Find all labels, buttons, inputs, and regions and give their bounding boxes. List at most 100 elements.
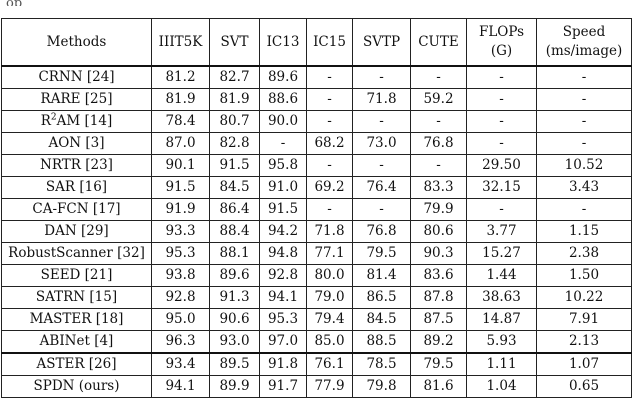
table-row: RobustScanner [32] 95.3 88.1 94.8 77.1 79.5 90… [1, 242, 632, 265]
value-cell: 94.1 [151, 375, 210, 398]
value-cell: 91.9 [151, 198, 210, 221]
value-cell: 89.5 [209, 352, 260, 376]
method-cell: MASTER [18] [1, 308, 152, 331]
method-cell: SEED [21] [1, 264, 152, 287]
value-cell: 87.8 [410, 286, 467, 309]
table-row: ABINet [4] 96.3 93.0 97.0 85.0 88.5 89.2 5.93 2.… [1, 330, 632, 354]
value-cell: 5.93 [466, 330, 537, 354]
column-header-line: Methods [46, 33, 107, 50]
value-cell: 88.6 [259, 88, 307, 111]
value-cell: 88.1 [209, 242, 260, 265]
value-cell: - [466, 88, 537, 111]
method-cell: CA-FCN [17] [1, 198, 152, 221]
value-cell: - [466, 198, 537, 221]
table-row: R2AM [14] 78.4 80.7 90.0- - - - - [1, 110, 632, 133]
value-cell: 83.6 [410, 264, 467, 287]
value-cell: 10.22 [536, 286, 632, 309]
value-cell: 81.9 [209, 88, 260, 111]
value-cell: 86.5 [352, 286, 411, 309]
value-cell: 71.8 [306, 220, 353, 243]
value-cell: - [306, 110, 353, 133]
method-name-superscript: 2 [50, 112, 57, 123]
main-methods-group: CRNN [24] 81.2 82.7 89.6- - - - - RARE [25] 81.9 8… [1, 65, 632, 354]
column-header-line: IC13 [266, 33, 300, 50]
method-cell: RARE [25] [1, 88, 152, 111]
value-cell: 2.38 [536, 242, 632, 265]
value-cell: 79.0 [306, 286, 353, 309]
value-cell: - [352, 110, 411, 133]
value-cell: 92.8 [259, 264, 307, 287]
value-cell: - [410, 110, 467, 133]
column-header: IIIT5K [151, 18, 210, 67]
value-cell: 87.5 [410, 308, 467, 331]
value-cell: - [306, 65, 353, 89]
value-cell: 95.8 [259, 154, 307, 177]
extension-methods-group: ASTER [26] 93.4 89.5 91.8 76.1 78.5 79.5 1.11 1.… [1, 352, 632, 398]
value-cell: 76.8 [410, 132, 467, 155]
value-cell: - [466, 110, 537, 133]
method-name-part: AM [14] [56, 113, 113, 129]
table-row: ASTER [26] 93.4 89.5 91.8 76.1 78.5 79.5 1.11 1.… [1, 352, 632, 376]
value-cell: 89.6 [259, 65, 307, 89]
value-cell: 29.50 [466, 154, 537, 177]
method-cell: SATRN [15] [1, 286, 152, 309]
value-cell: 91.0 [259, 176, 307, 199]
caption-fragment: op [6, 0, 22, 6]
value-cell: 91.8 [259, 352, 307, 376]
results-table: Methods IIIT5K SVT IC13 IC15 SVTP CUTE FLOPs (G)… [1, 18, 632, 398]
value-cell: 79.5 [410, 352, 467, 376]
header-row: Methods IIIT5K SVT IC13 IC15 SVTP CUTE FLOPs (G)… [1, 18, 632, 67]
value-cell: - [306, 88, 353, 111]
column-header-line: FLOPs [478, 24, 525, 40]
value-cell: 77.1 [306, 242, 353, 265]
value-cell: 32.15 [466, 176, 537, 199]
value-cell: 80.7 [209, 110, 260, 133]
method-cell: DAN [29] [1, 220, 152, 243]
table-row: NRTR [23] 90.1 91.5 95.8- - -29.50 10.52 [1, 154, 632, 177]
value-cell: 90.3 [410, 242, 467, 265]
value-cell: 94.8 [259, 242, 307, 265]
value-cell: 81.6 [410, 375, 467, 398]
value-cell: 83.3 [410, 176, 467, 199]
value-cell: 1.44 [466, 264, 537, 287]
value-cell: 59.2 [410, 88, 467, 111]
value-cell: - [536, 88, 632, 111]
value-cell: 97.0 [259, 330, 307, 354]
column-header-line: CUTE [418, 33, 459, 50]
value-cell: 73.0 [352, 132, 411, 155]
value-cell: 82.7 [209, 65, 260, 89]
value-cell: - [259, 132, 307, 155]
value-cell: 1.07 [536, 352, 632, 376]
value-cell: 96.3 [151, 330, 210, 354]
column-header-line: IIIT5K [158, 33, 203, 50]
value-cell: 79.5 [352, 242, 411, 265]
value-cell: 87.0 [151, 132, 210, 155]
value-cell: - [306, 198, 353, 221]
value-cell: 38.63 [466, 286, 537, 309]
value-cell: 90.0 [259, 110, 307, 133]
value-cell: 92.8 [151, 286, 210, 309]
value-cell: 81.9 [151, 88, 210, 111]
value-cell: - [410, 154, 467, 177]
value-cell: 14.87 [466, 308, 537, 331]
value-cell: 79.8 [352, 375, 411, 398]
method-cell: AON [3] [1, 132, 152, 155]
value-cell: 79.4 [306, 308, 353, 331]
value-cell: 78.5 [352, 352, 411, 376]
value-cell: 90.1 [151, 154, 210, 177]
column-header-line: SVTP [362, 33, 401, 50]
value-cell: 93.8 [151, 264, 210, 287]
method-cell: SAR [16] [1, 176, 152, 199]
table-row: DAN [29] 93.3 88.4 94.2 71.8 76.8 80.6 3.77 1.15 [1, 220, 632, 243]
table-row: MASTER [18] 95.0 90.6 95.3 79.4 84.5 87.5 14.87… [1, 308, 632, 331]
method-cell: R2AM [14] [1, 110, 152, 133]
column-header: CUTE [410, 18, 467, 67]
column-header: FLOPs (G) [466, 18, 537, 67]
value-cell: 81.2 [151, 65, 210, 89]
value-cell: 91.3 [209, 286, 260, 309]
value-cell: 89.9 [209, 375, 260, 398]
column-header-line: IC15 [313, 33, 346, 50]
table-row: SAR [16] 91.5 84.5 91.0 69.2 76.4 83.3 32.15 3.4… [1, 176, 632, 199]
column-header: IC13 [259, 18, 307, 67]
table-row: RARE [25] 81.9 81.9 88.6-71.8 59.2- - [1, 88, 632, 111]
